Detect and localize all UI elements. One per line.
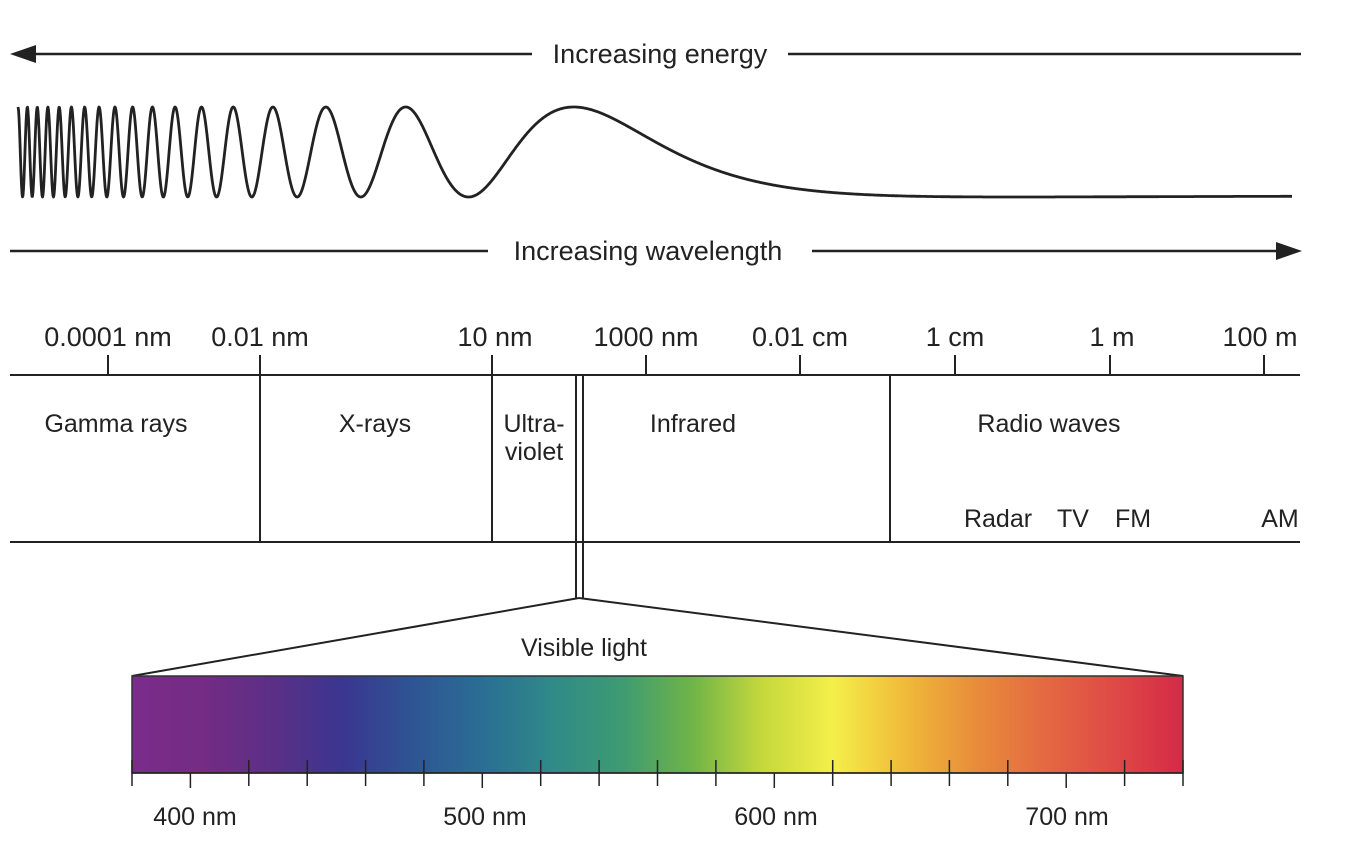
energy-arrow: Increasing energy <box>10 39 1301 69</box>
arrowhead-right-icon <box>1276 242 1302 260</box>
band-label-gamma-rays: Gamma rays <box>44 410 187 438</box>
radio-sub-am: AM <box>1261 505 1299 533</box>
energy-arrow-label: Increasing energy <box>553 39 768 69</box>
wavelength-arrow: Increasing wavelength <box>10 236 1302 266</box>
visible-spectrum-bar <box>131 675 1184 774</box>
arrowhead-left-icon <box>10 45 36 63</box>
visible-tick-label-700nm: 700 nm <box>1025 803 1108 831</box>
wavelength-arrow-label: Increasing wavelength <box>514 236 783 266</box>
visible-tick-label-500nm: 500 nm <box>443 803 526 831</box>
scale-label-0.0001nm: 0.0001 nm <box>44 322 172 352</box>
band-label-radio-waves: Radio waves <box>977 410 1120 438</box>
wave-curve <box>16 105 1293 199</box>
visible-tick-label-400nm: 400 nm <box>153 803 236 831</box>
scale-label-1m: 1 m <box>1089 322 1134 352</box>
radio-sub-fm: FM <box>1115 505 1151 533</box>
visible-tick-label-600nm: 600 nm <box>734 803 817 831</box>
visible-zoom-lines: Visible light <box>131 597 1184 677</box>
band-label-ultraviolet-line2: violet <box>505 438 563 466</box>
band-label-ultraviolet-line1: Ultra- <box>503 410 564 438</box>
scale-label-1000nm: 1000 nm <box>593 322 698 352</box>
radio-sub-radar: Radar <box>964 505 1032 533</box>
scale-label-0.01cm: 0.01 cm <box>752 322 848 352</box>
spectrum-bands: Gamma rays X-rays Ultra- violet Infrared… <box>10 375 1300 598</box>
visible-spectrum: 400 nm 500 nm 600 nm 700 nm <box>131 675 1184 831</box>
wavelength-scale: 0.0001 nm 0.01 nm 10 nm 1000 nm 0.01 cm … <box>10 322 1300 376</box>
band-label-infrared: Infrared <box>650 410 736 438</box>
scale-label-10nm: 10 nm <box>457 322 532 352</box>
scale-label-0.01nm: 0.01 nm <box>211 322 309 352</box>
scale-label-100m: 100 m <box>1222 322 1297 352</box>
visible-light-label: Visible light <box>521 634 647 662</box>
scale-label-1cm: 1 cm <box>926 322 985 352</box>
band-label-x-rays: X-rays <box>339 410 411 438</box>
radio-sub-tv: TV <box>1057 505 1089 533</box>
